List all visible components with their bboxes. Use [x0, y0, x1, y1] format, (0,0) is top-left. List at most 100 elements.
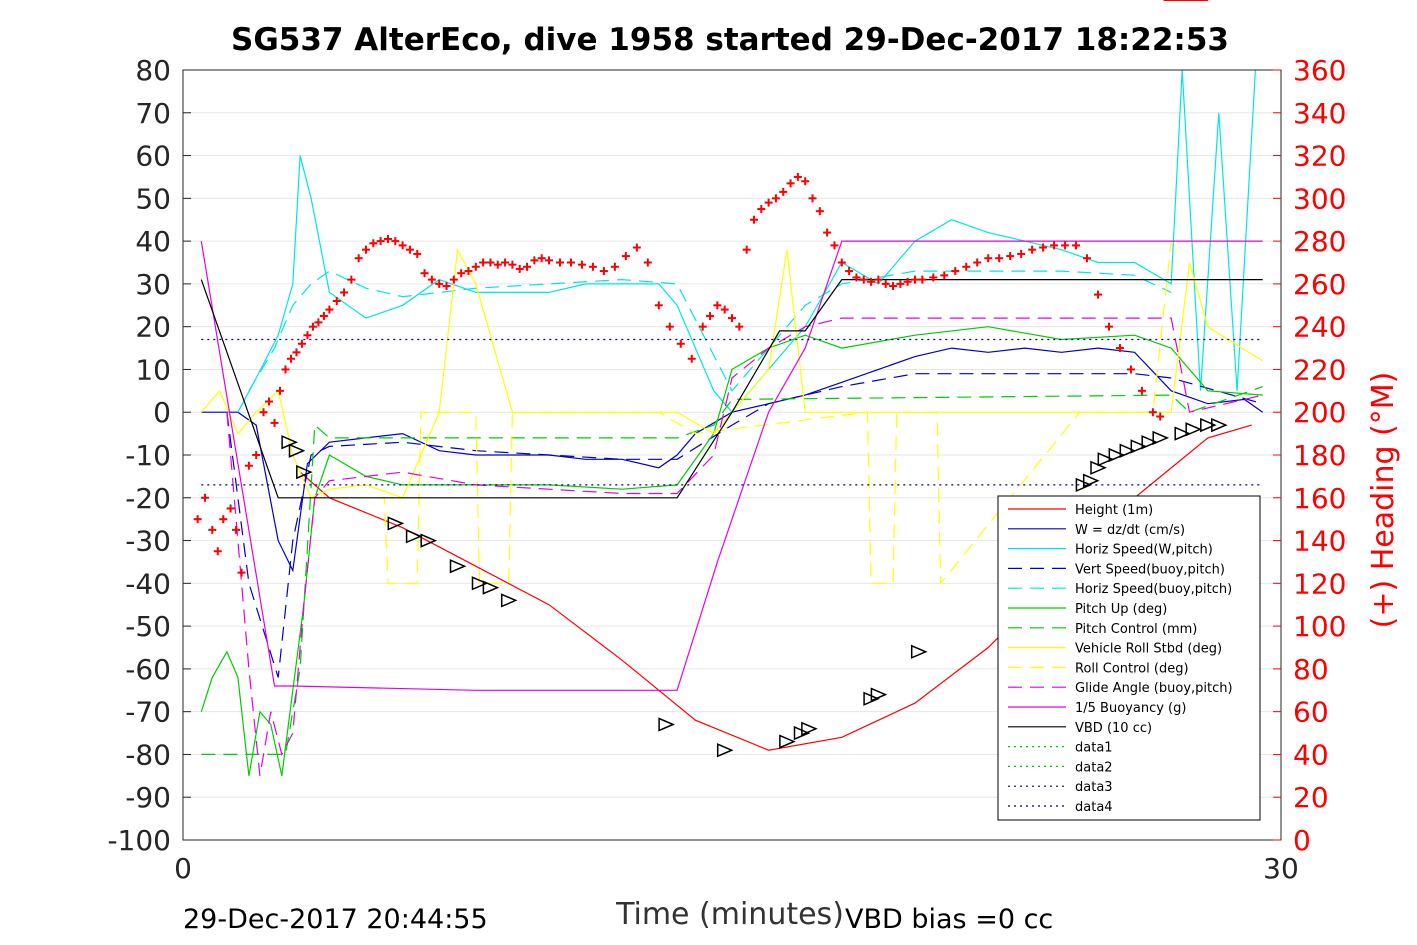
heading-point [1050, 241, 1059, 250]
legend-label-data4: data4 [1075, 800, 1113, 815]
heading-point [720, 305, 729, 314]
heading-point [383, 234, 392, 243]
y2-tick-label-13: 100 [1293, 610, 1346, 643]
heading-point [779, 187, 788, 196]
y-tick-label-6: 20 [135, 311, 171, 344]
y2-tick-label-3: 300 [1293, 182, 1346, 215]
legend-label-pitch-up-deg: Pitch Up (deg) [1075, 602, 1167, 617]
footer-timestamp: 29-Dec-2017 20:44:55 [183, 904, 488, 935]
y2-tick-label-8: 200 [1293, 396, 1346, 429]
y2-tick-label-5: 260 [1293, 268, 1346, 301]
heading-point [369, 239, 378, 248]
legend-box [997, 495, 1261, 821]
heading-point [1006, 252, 1015, 261]
heading-point [918, 275, 927, 284]
heading-point [413, 249, 422, 258]
heading-point [815, 207, 824, 216]
legend-label-roll-control-deg: Roll Control (deg) [1075, 661, 1189, 676]
y2-tick-label-17: 20 [1293, 781, 1329, 814]
series-line-w-dz-dt-cm-s [201, 347, 1264, 573]
heading-point [896, 279, 905, 288]
heading-point [226, 504, 235, 513]
heading-point [676, 339, 685, 348]
heading-point [1061, 241, 1070, 250]
heading-point [555, 258, 564, 267]
heading-point [297, 339, 306, 348]
heading-point [435, 279, 444, 288]
y2-tick-label-15: 60 [1293, 696, 1329, 729]
y2-tick-label-16: 40 [1293, 738, 1329, 771]
heading-point [244, 461, 253, 470]
heading-point [1148, 408, 1157, 417]
legend-label-data1: data1 [1075, 741, 1113, 756]
legend-label-vert-speed-buoy-pitch: Vert Speed(buoy,pitch) [1075, 562, 1225, 577]
heading-point [1104, 322, 1113, 331]
heading-point [962, 262, 971, 271]
y2-tick-label-6: 240 [1293, 311, 1346, 344]
heading-point [793, 172, 802, 181]
legend-label-vbd-10-cc: VBD (10 cc) [1075, 721, 1152, 736]
left-axis-ticks: 80 70 60 50 40 30 20 10 0 -10 -20 -30 -40 -50 -60 -70 -8… [107, 54, 191, 857]
heading-point [577, 260, 586, 269]
y-tick-label-15: -70 [125, 696, 171, 729]
heading-point [442, 282, 451, 291]
gc-marker [1174, 426, 1192, 441]
heading-point [508, 260, 517, 269]
heading-point [449, 275, 458, 284]
legend-label-1-5-buoyancy-g: 1/5 Buoyancy (g) [1075, 701, 1186, 716]
series-line-vert-speed-buoy-pitch [226, 373, 1263, 678]
heading-point [757, 205, 766, 214]
heading-point [764, 198, 773, 207]
heading-point [530, 256, 539, 265]
heading-point [852, 273, 861, 282]
gc-marker [870, 687, 888, 702]
heading-point [665, 322, 674, 331]
y-tick-label-12: -40 [125, 567, 171, 600]
heading-point [362, 245, 370, 254]
y-tick-label-9: -10 [125, 439, 171, 472]
heading-point [270, 418, 279, 427]
heading-point [340, 288, 349, 297]
gc-marker [471, 576, 489, 591]
heading-point [859, 275, 868, 284]
heading-point [1094, 290, 1102, 299]
heading-point [823, 228, 832, 237]
heading-point [493, 260, 502, 269]
y2-tick-label-12: 120 [1293, 567, 1346, 600]
heading-point [698, 322, 707, 331]
marker-layer [281, 417, 1228, 758]
heading-point [808, 194, 817, 203]
heading-point [830, 241, 839, 250]
heading-point [706, 311, 715, 320]
series-line-pitch-control-mm [201, 386, 1263, 756]
x-tick-label-1: 30 [1263, 852, 1299, 885]
heading-point [599, 267, 608, 276]
x-tick-label-0: 0 [174, 852, 192, 885]
legend-label-data2: data2 [1075, 760, 1113, 775]
y-tick-label-8: 0 [153, 396, 171, 429]
y2-tick-label-4: 280 [1293, 225, 1346, 258]
gc-marker [1185, 422, 1203, 437]
y-tick-label-11: -30 [125, 525, 171, 558]
heading-point [801, 177, 810, 186]
heading-point [479, 258, 488, 267]
heading-point [427, 275, 436, 284]
series-line-1-5-buoyancy-g [200, 240, 1263, 691]
y2-tick-label-2: 320 [1293, 140, 1346, 173]
series-line-glide-angle-buoy-pitch [226, 317, 1263, 776]
series-line-vbd-10-cc [200, 279, 1263, 499]
y2-tick-label-14: 80 [1293, 653, 1329, 686]
gc-marker [288, 443, 306, 458]
gc-marker [1152, 430, 1170, 446]
y2-tick-label-1: 340 [1293, 97, 1346, 130]
legend-label-height-1m: Height (1m) [1075, 503, 1153, 518]
heading-point [786, 179, 795, 188]
heading-point [275, 386, 284, 395]
heading-point [687, 354, 696, 363]
heading-point [259, 408, 268, 417]
legend: Height (1m) W = dz/dt (cm/s) Horiz Speed(W… [997, 495, 1261, 821]
heading-point [566, 258, 575, 267]
heading-point [213, 547, 222, 556]
heading-point [252, 451, 261, 459]
y-tick-label-16: -80 [125, 738, 171, 771]
